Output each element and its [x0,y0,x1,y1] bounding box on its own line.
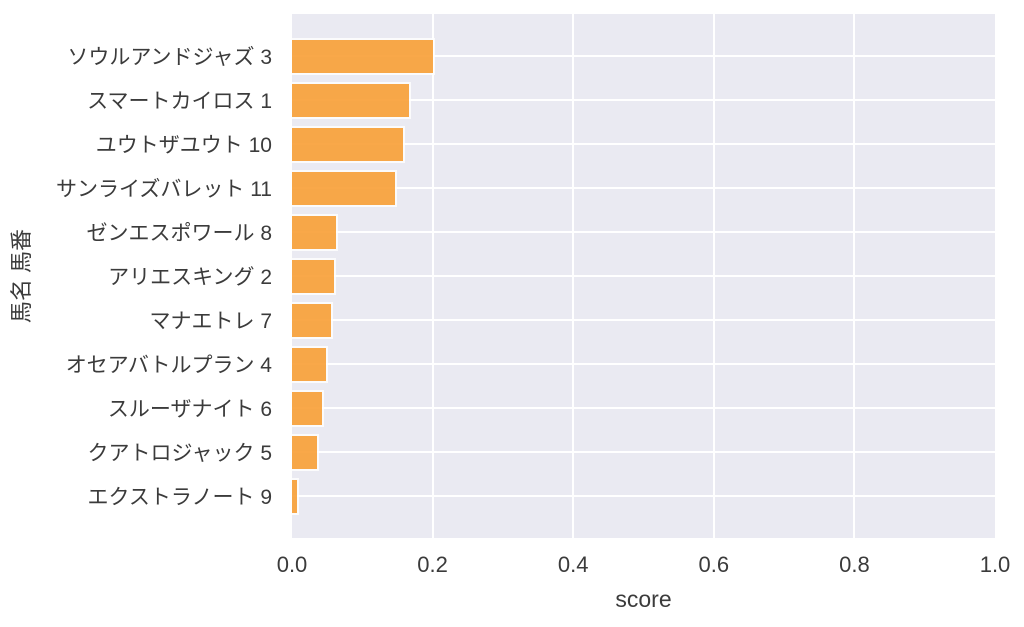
bar [292,39,433,73]
x-tick-label: 0.4 [557,552,589,577]
plot-area [292,14,995,538]
h-gridline [292,142,995,146]
h-gridline [292,186,995,190]
y-tick-label: エクストラノート 9 [87,486,272,509]
bar [292,171,395,205]
y-tick-label: オセアバトルプラン 4 [65,354,272,377]
x-tick-label: 0.0 [276,552,308,577]
y-tick-label: ユウトザユウト 10 [95,134,272,157]
h-gridline [292,274,995,278]
bar [292,347,327,381]
bar [292,215,336,249]
bar [292,435,318,469]
y-tick-label: スルーザナイト 6 [107,398,272,421]
y-tick-label: アリエスキング 2 [108,266,272,289]
h-gridline [292,494,995,498]
y-axis-title: 馬名 馬番 [9,228,34,324]
bar [292,479,297,513]
h-gridline [292,406,995,410]
y-tick-label: ゼンエスポワール 8 [86,222,272,245]
y-tick-label: スマートカイロス 1 [87,90,272,113]
bar [292,83,409,117]
bar [292,127,404,161]
x-tick-label: 1.0 [979,552,1011,577]
y-tick-label: マナエトレ 7 [149,310,272,333]
y-tick-label: ソウルアンドジャズ 3 [67,46,272,69]
h-gridline [292,230,995,234]
y-tick-label: サンライズバレット 11 [55,178,272,201]
y-axis-tick-labels: ソウルアンドジャズ 3 スマートカイロス 1 ユウトザユウト 10 サンライズバレット… [0,14,282,538]
h-gridline [292,450,995,454]
bar [292,259,335,293]
h-gridline [292,54,995,58]
x-tick-label: 0.6 [698,552,730,577]
x-tick-label: 0.8 [839,552,870,577]
x-tick-label: 0.2 [417,552,448,577]
y-tick-label: クアトロジャック 5 [87,442,272,465]
h-gridline [292,98,995,102]
x-axis-title: score [615,586,672,612]
bar [292,391,322,425]
x-axis-tick-labels: 0.0 0.2 0.4 0.6 0.8 1.0 [277,552,1011,580]
h-gridline [292,318,995,322]
bar [292,303,331,337]
h-gridline [292,362,995,366]
